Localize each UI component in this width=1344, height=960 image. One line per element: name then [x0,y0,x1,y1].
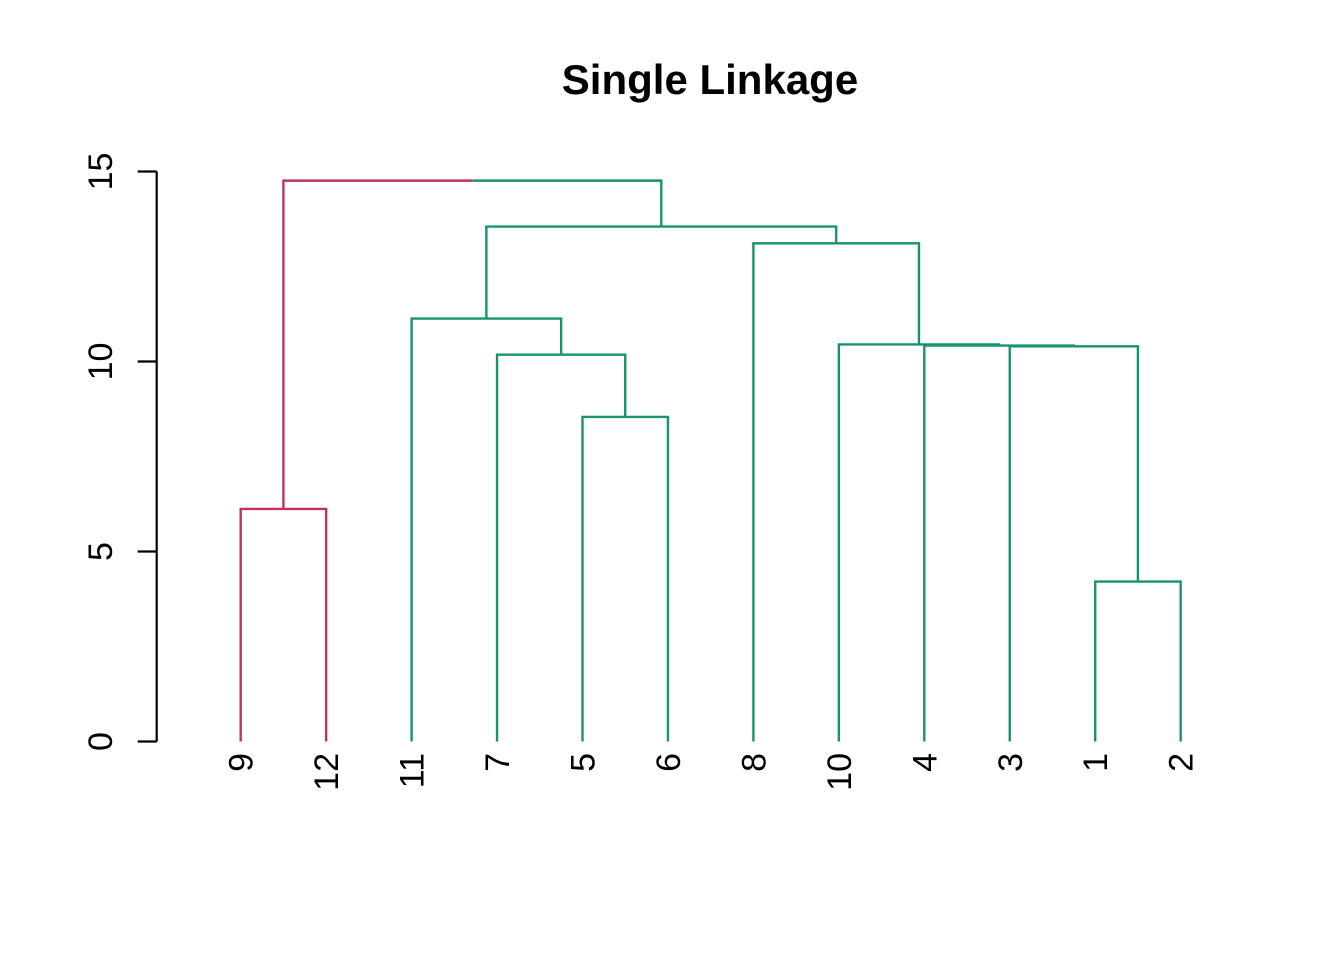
y-axis-tick-label: 0 [82,732,120,751]
leaf-labels-layer: 9 12 11 7 5 6 8 10 4 3 1 2 [223,753,1201,791]
branch-n2-right [283,507,328,742]
branch-n2-left [239,507,284,742]
branch-n6-right [1073,345,1140,582]
branch-n1-right [1137,580,1182,742]
y-axis-tick-label: 10 [82,343,120,381]
leaf-label-11: 11 [394,753,432,788]
branch-n5-left [410,317,487,742]
branches-layer [239,179,1182,742]
chart-title: Single Linkage [562,56,858,103]
branch-n9-right [836,242,921,345]
leaf-label-10: 10 [821,753,859,791]
branch-n11-right [472,179,663,227]
branch-n4-right [561,353,627,417]
leaf-label-9: 9 [223,753,261,772]
leaf-label-2: 2 [1163,753,1201,772]
branch-n4-left [495,353,562,742]
y-axis: 0 5 10 15 [82,153,158,751]
branch-n10-right [661,225,838,244]
leaf-label-6: 6 [650,753,688,772]
branch-n1-left [1094,580,1138,742]
branch-n6-left [1008,345,1074,742]
branch-n5-right [486,317,563,355]
branch-n3-right [625,415,670,742]
leaf-label-7: 7 [479,753,517,772]
branch-n3-left [581,415,626,742]
y-axis-tick-label: 15 [82,153,120,191]
branch-n8-right [918,343,1001,346]
leaf-label-8: 8 [735,753,773,772]
leaf-label-12: 12 [308,753,346,791]
leaf-label-1: 1 [1077,753,1115,772]
y-axis-tick-label: 5 [82,542,120,561]
leaf-label-3: 3 [992,753,1030,772]
leaf-label-4: 4 [906,753,944,772]
branch-n8-left [837,343,919,742]
leaf-label-5: 5 [565,753,603,772]
branch-n7-left [923,344,1000,742]
branch-n7-right [999,344,1076,347]
branch-n9-left [752,242,837,742]
branch-n11-left [282,179,473,509]
branch-n10-left [485,225,662,319]
